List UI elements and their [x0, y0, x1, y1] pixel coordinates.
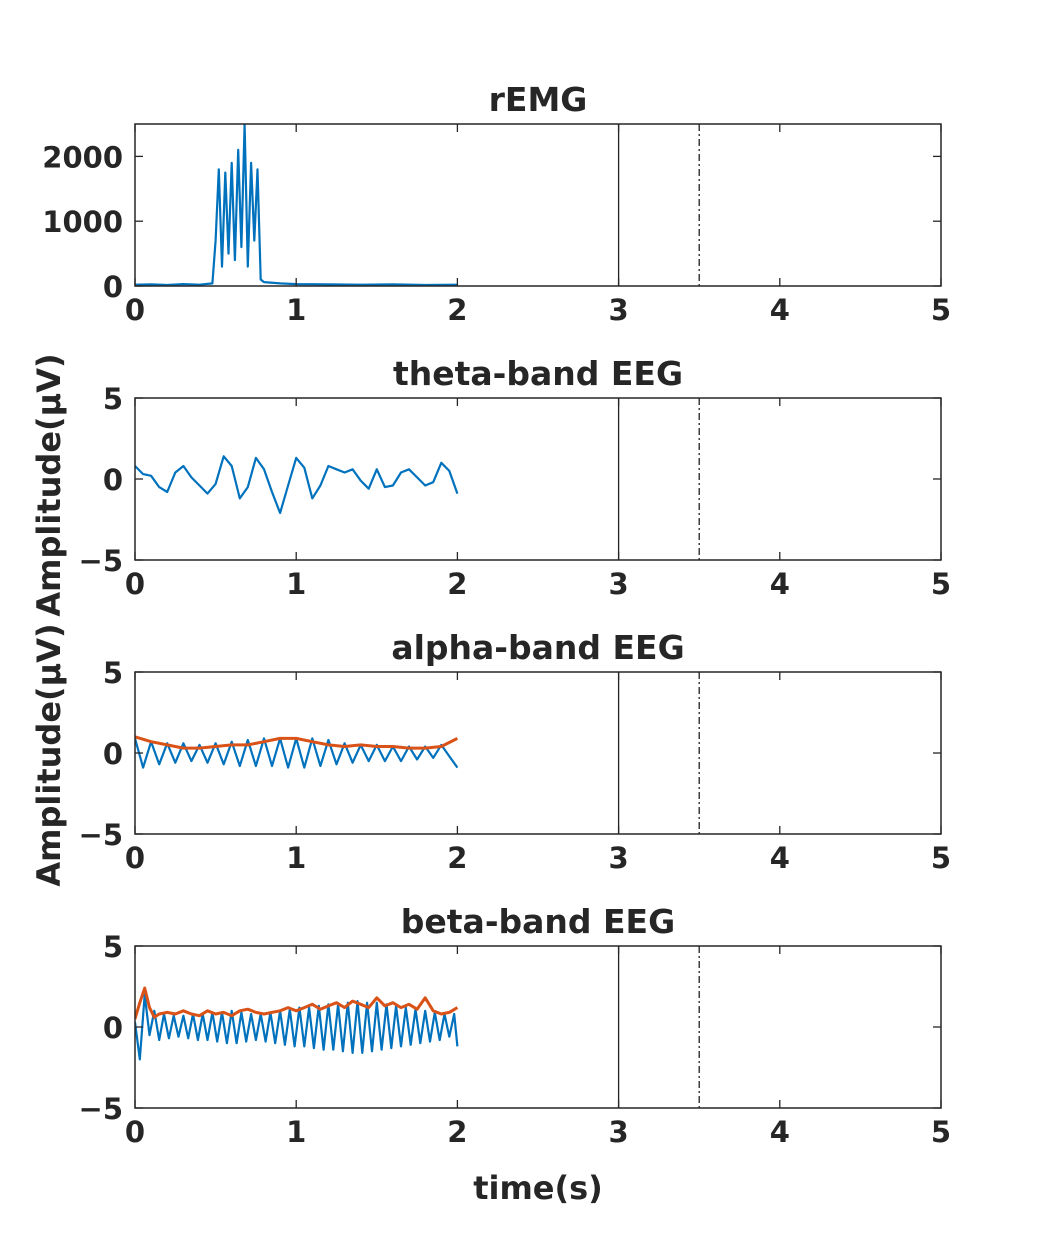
x-tick-label: 2	[447, 567, 467, 601]
y-tick-label: 0	[103, 463, 123, 497]
x-tick-label: 3	[609, 293, 629, 327]
x-tick-label: 4	[770, 293, 790, 327]
y-tick-label: −5	[79, 818, 123, 852]
series-line	[135, 993, 459, 1061]
y-tick-label: 0	[103, 1011, 123, 1045]
x-tick-label: 1	[286, 293, 306, 327]
x-tick-label: 5	[931, 1115, 951, 1149]
x-tick-label: 5	[931, 567, 951, 601]
axes-box	[134, 671, 942, 835]
y-tick-label: 5	[103, 930, 123, 964]
x-tick-label: 2	[447, 841, 467, 875]
y-tick-label: −5	[79, 1092, 123, 1126]
chart-title: beta-band EEG	[401, 902, 675, 941]
y-axis-label-lower: Amplitude(μV)	[30, 623, 68, 886]
series-line	[135, 735, 459, 750]
y-tick-label: 1000	[42, 205, 123, 239]
x-tick-label: 1	[286, 841, 306, 875]
x-tick-label: 0	[125, 567, 145, 601]
y-axis-label-upper: Amplitude(μV)	[30, 353, 68, 616]
y-tick-label: 2000	[42, 140, 123, 174]
chart-title: rEMG	[489, 80, 588, 119]
x-tick-label: 1	[286, 567, 306, 601]
chart-title: theta-band EEG	[393, 354, 683, 393]
x-axis-label: time(s)	[473, 1169, 603, 1207]
y-tick-label: 0	[103, 737, 123, 771]
x-tick-label: 4	[770, 1115, 790, 1149]
y-tick-label: 5	[103, 656, 123, 690]
y-tick-label: 5	[103, 382, 123, 416]
x-tick-label: 1	[286, 1115, 306, 1149]
axes-box	[134, 397, 942, 561]
x-tick-label: 0	[125, 841, 145, 875]
series-line	[135, 124, 458, 286]
x-tick-label: 3	[609, 567, 629, 601]
x-tick-label: 3	[609, 841, 629, 875]
x-tick-label: 3	[609, 1115, 629, 1149]
x-tick-label: 0	[125, 293, 145, 327]
x-tick-label: 2	[447, 1115, 467, 1149]
x-tick-label: 2	[447, 293, 467, 327]
series-line	[135, 455, 459, 515]
x-tick-label: 5	[931, 841, 951, 875]
x-tick-label: 4	[770, 841, 790, 875]
series-line	[135, 986, 459, 1020]
y-tick-label: −5	[79, 544, 123, 578]
chart-panel: rEMG 0 1 2 3 4 5 0 1000 2000	[42, 80, 951, 327]
axes-box	[134, 123, 942, 287]
axes-box	[134, 945, 942, 1109]
chart-title: alpha-band EEG	[391, 628, 684, 667]
y-tick-label: 0	[103, 270, 123, 304]
series-line	[135, 737, 459, 769]
x-tick-label: 5	[931, 293, 951, 327]
x-tick-label: 4	[770, 567, 790, 601]
x-tick-label: 0	[125, 1115, 145, 1149]
